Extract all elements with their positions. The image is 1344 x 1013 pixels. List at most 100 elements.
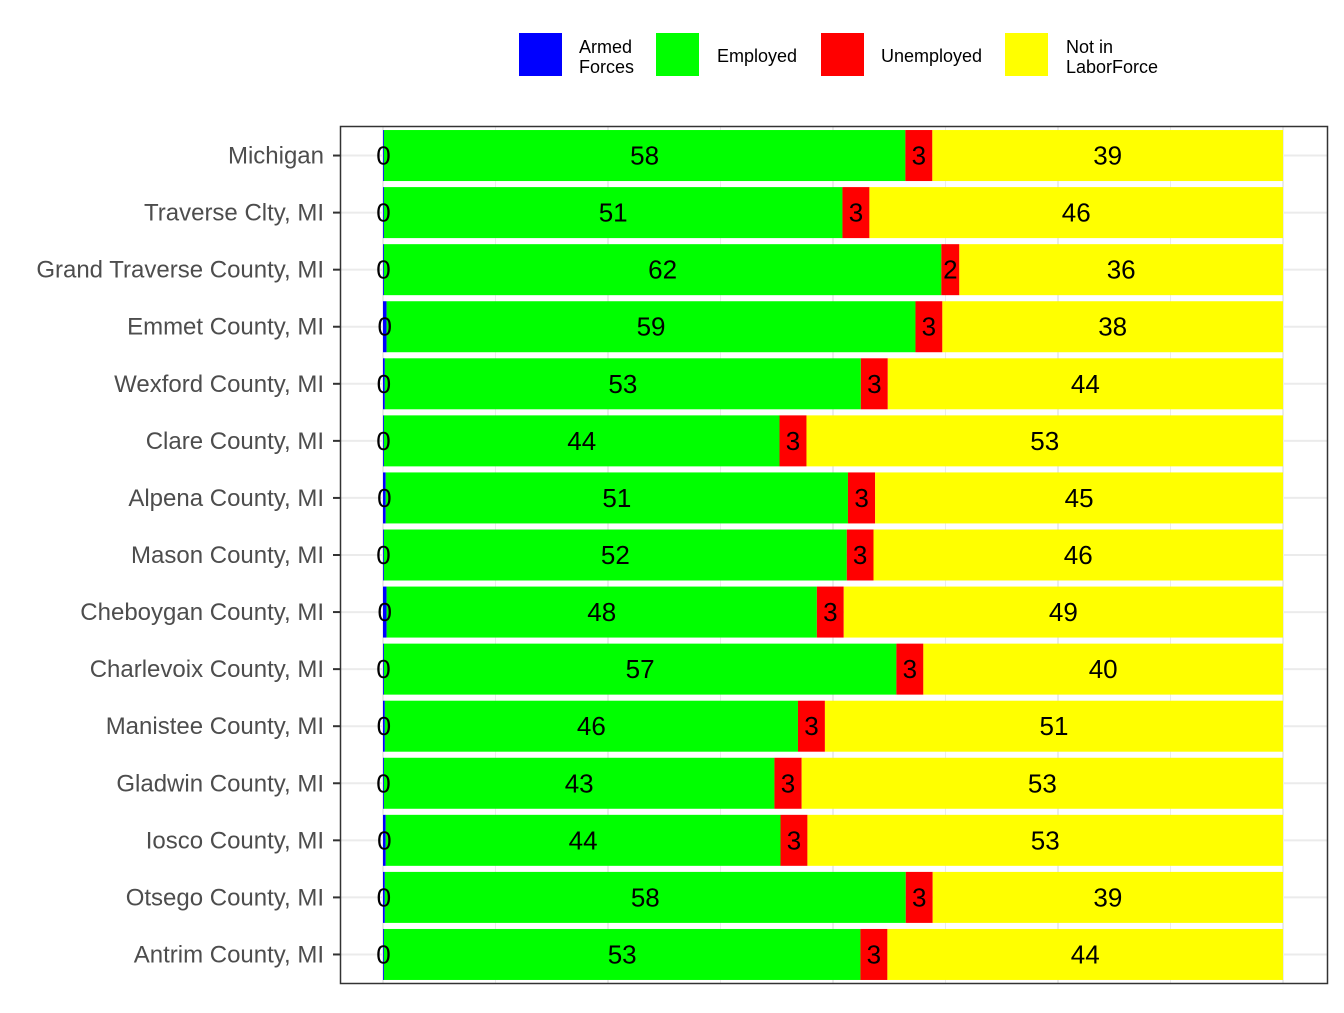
y-tick-label-manistee-county-mi: Manistee County, MI: [106, 713, 324, 740]
data-label-not-in-laborforce: 46: [1062, 198, 1091, 228]
data-label-not-in-laborforce: 51: [1039, 711, 1068, 741]
legend-key-armed-forces: [519, 33, 562, 76]
data-label-armed-forces: 0: [377, 483, 391, 513]
bar-segment-employed: [383, 244, 942, 296]
bar-segment-employed: [384, 358, 861, 410]
legend-key-not-in-laborforce: [1005, 33, 1048, 76]
data-label-armed-forces: 0: [377, 825, 391, 855]
data-label-not-in-laborforce: 49: [1049, 597, 1078, 627]
bar-segment-employed: [383, 415, 780, 467]
y-tick-label-grand-traverse-county-mi: Grand Traverse County, MI: [36, 257, 324, 284]
data-label-not-in-laborforce: 38: [1098, 312, 1127, 342]
data-label-not-in-laborforce: 45: [1065, 483, 1094, 513]
data-label-employed: 53: [608, 369, 637, 399]
bar-segment-not-in-laborforce: [959, 244, 1283, 296]
bar-segment-not-in-laborforce: [887, 358, 1283, 410]
data-label-armed-forces: 0: [376, 198, 390, 228]
y-tick-label-mason-county-mi: Mason County, MI: [131, 542, 324, 569]
data-label-employed: 48: [587, 597, 616, 627]
data-label-not-in-laborforce: 53: [1031, 825, 1060, 855]
bar-segment-not-in-laborforce: [801, 757, 1283, 809]
data-label-not-in-laborforce: 39: [1093, 882, 1122, 912]
y-tick-label-gladwin-county-mi: Gladwin County, MI: [116, 770, 324, 797]
bar-segment-armed-forces: [383, 301, 387, 353]
bar-segment-employed: [386, 301, 916, 353]
bar-segment-not-in-laborforce: [807, 814, 1283, 866]
data-label-armed-forces: 0: [376, 654, 390, 684]
bar-segment-unemployed: [915, 301, 943, 353]
y-tick-label-cheboygan-county-mi: Cheboygan County, MI: [80, 599, 324, 626]
data-label-armed-forces: 0: [376, 939, 390, 969]
bar-segment-armed-forces: [383, 757, 384, 809]
bar-segment-unemployed: [860, 358, 888, 410]
y-tick-label-charlevoix-county-mi: Charlevoix County, MI: [90, 656, 324, 683]
bar-segment-employed: [383, 529, 847, 581]
legend-label: Not in: [1066, 37, 1113, 57]
bar-segment-employed: [383, 757, 775, 809]
y-axis: Michigan Traverse Clty, MI Grand Traverse …: [36, 143, 340, 968]
bar-segment-armed-forces: [383, 415, 384, 467]
y-tick-label-alpena-county-mi: Alpena County, MI: [128, 485, 324, 512]
data-label-armed-forces: 0: [377, 369, 391, 399]
bar-segment-unemployed: [896, 643, 924, 695]
bar-segment-not-in-laborforce: [806, 415, 1283, 467]
bar-segment-employed: [386, 586, 817, 638]
legend-label: LaborForce: [1066, 57, 1158, 77]
bar-segment-not-in-laborforce: [843, 586, 1283, 638]
data-label-unemployed: 3: [854, 483, 868, 513]
bar-segment-employed: [384, 700, 798, 752]
data-label-employed: 57: [626, 654, 655, 684]
bar-segment-armed-forces: [383, 187, 384, 239]
bars: [383, 130, 1283, 980]
bar-segment-armed-forces: [383, 700, 385, 752]
data-label-employed: 46: [577, 711, 606, 741]
data-label-unemployed: 3: [912, 141, 926, 171]
bar-segment-not-in-laborforce: [869, 187, 1283, 239]
panel-border: [339, 125, 1329, 985]
data-label-employed: 51: [599, 198, 628, 228]
data-label-not-in-laborforce: 44: [1071, 939, 1100, 969]
bar-segment-armed-forces: [383, 928, 384, 980]
bar-segment-armed-forces: [383, 130, 384, 182]
bar-segment-not-in-laborforce: [824, 700, 1283, 752]
bar-segment-unemployed: [905, 130, 933, 182]
legend-key-unemployed: [821, 33, 864, 76]
bar-segment-unemployed: [846, 529, 874, 581]
data-label-employed: 59: [637, 312, 666, 342]
bar-segment-not-in-laborforce: [887, 928, 1283, 980]
bar-segment-armed-forces: [383, 472, 386, 524]
data-label-employed: 51: [602, 483, 631, 513]
data-label-employed: 58: [631, 882, 660, 912]
bar-segment-unemployed: [905, 871, 933, 923]
bar-segment-unemployed: [774, 757, 802, 809]
bar-segment-not-in-laborforce: [875, 472, 1283, 524]
legend-item-unemployed: Unemployed: [821, 33, 982, 76]
data-labels: 0 58 3 39 0 51 3 46 0 62 2 36 0 59 3 38 0 53 3 44 0 44 3 53 0 51 3…: [376, 141, 1135, 970]
bar-segment-unemployed: [797, 700, 825, 752]
data-label-employed: 58: [630, 141, 659, 171]
data-label-not-in-laborforce: 44: [1071, 369, 1100, 399]
bar-segment-not-in-laborforce: [873, 529, 1283, 581]
data-label-unemployed: 3: [922, 312, 936, 342]
data-label-unemployed: 3: [781, 768, 795, 798]
data-label-unemployed: 2: [943, 255, 957, 285]
bar-segment-unemployed: [842, 187, 870, 239]
legend-item-employed: Employed: [656, 33, 797, 76]
data-label-not-in-laborforce: 36: [1107, 255, 1136, 285]
bar-segment-employed: [383, 928, 861, 980]
y-tick-label-emmet-county-mi: Emmet County, MI: [127, 314, 324, 341]
bar-segment-not-in-laborforce: [932, 130, 1283, 182]
y-tick-label-otsego-county-mi: Otsego County, MI: [126, 884, 324, 911]
data-label-not-in-laborforce: 39: [1093, 141, 1122, 171]
legend-label: Employed: [717, 46, 797, 66]
bar-segment-armed-forces: [383, 871, 385, 923]
data-label-not-in-laborforce: 40: [1089, 654, 1118, 684]
y-tick-label-traverse-clty-mi: Traverse Clty, MI: [144, 200, 324, 227]
y-tick-label-antrim-county-mi: Antrim County, MI: [134, 941, 324, 968]
data-label-armed-forces: 0: [376, 768, 390, 798]
y-tick-label-michigan: Michigan: [228, 143, 324, 170]
